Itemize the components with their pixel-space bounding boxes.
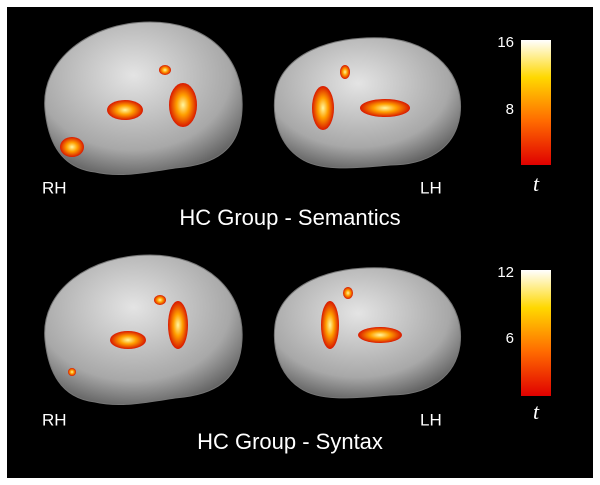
panel: RH LH HC Group - Syntax 12 6 t: [42, 254, 551, 454]
activation: [321, 301, 339, 349]
panel-title: HC Group - Semantics: [179, 205, 400, 230]
activation: [343, 287, 353, 299]
colorbar-label: t: [533, 399, 540, 424]
activation: [168, 301, 188, 349]
colorbar-label: t: [533, 171, 540, 196]
hemisphere-label: RH: [42, 410, 67, 429]
brain-right: [44, 254, 243, 406]
activation: [159, 65, 171, 75]
colorbar-tick: 8: [506, 101, 514, 118]
panel-title: HC Group - Syntax: [197, 429, 383, 454]
colorbar-tick: 16: [497, 34, 514, 51]
activation: [154, 295, 166, 305]
colorbar: [521, 40, 551, 165]
colorbar: [521, 270, 551, 396]
colorbar-tick: 6: [506, 330, 514, 347]
activation: [110, 331, 146, 349]
activation: [340, 65, 350, 79]
brain-right: [44, 21, 243, 176]
activation: [60, 137, 84, 157]
activation: [169, 83, 197, 127]
colorbar-tick: 12: [497, 264, 514, 281]
activation: [107, 100, 143, 120]
activation: [358, 327, 402, 343]
activation: [312, 86, 334, 130]
hemisphere-label: LH: [420, 178, 442, 197]
hemisphere-label: LH: [420, 410, 442, 429]
activation: [360, 99, 410, 117]
activation: [68, 368, 76, 376]
hemisphere-label: RH: [42, 178, 67, 197]
panel: RH LH HC Group - Semantics 16 8 t: [42, 21, 551, 230]
